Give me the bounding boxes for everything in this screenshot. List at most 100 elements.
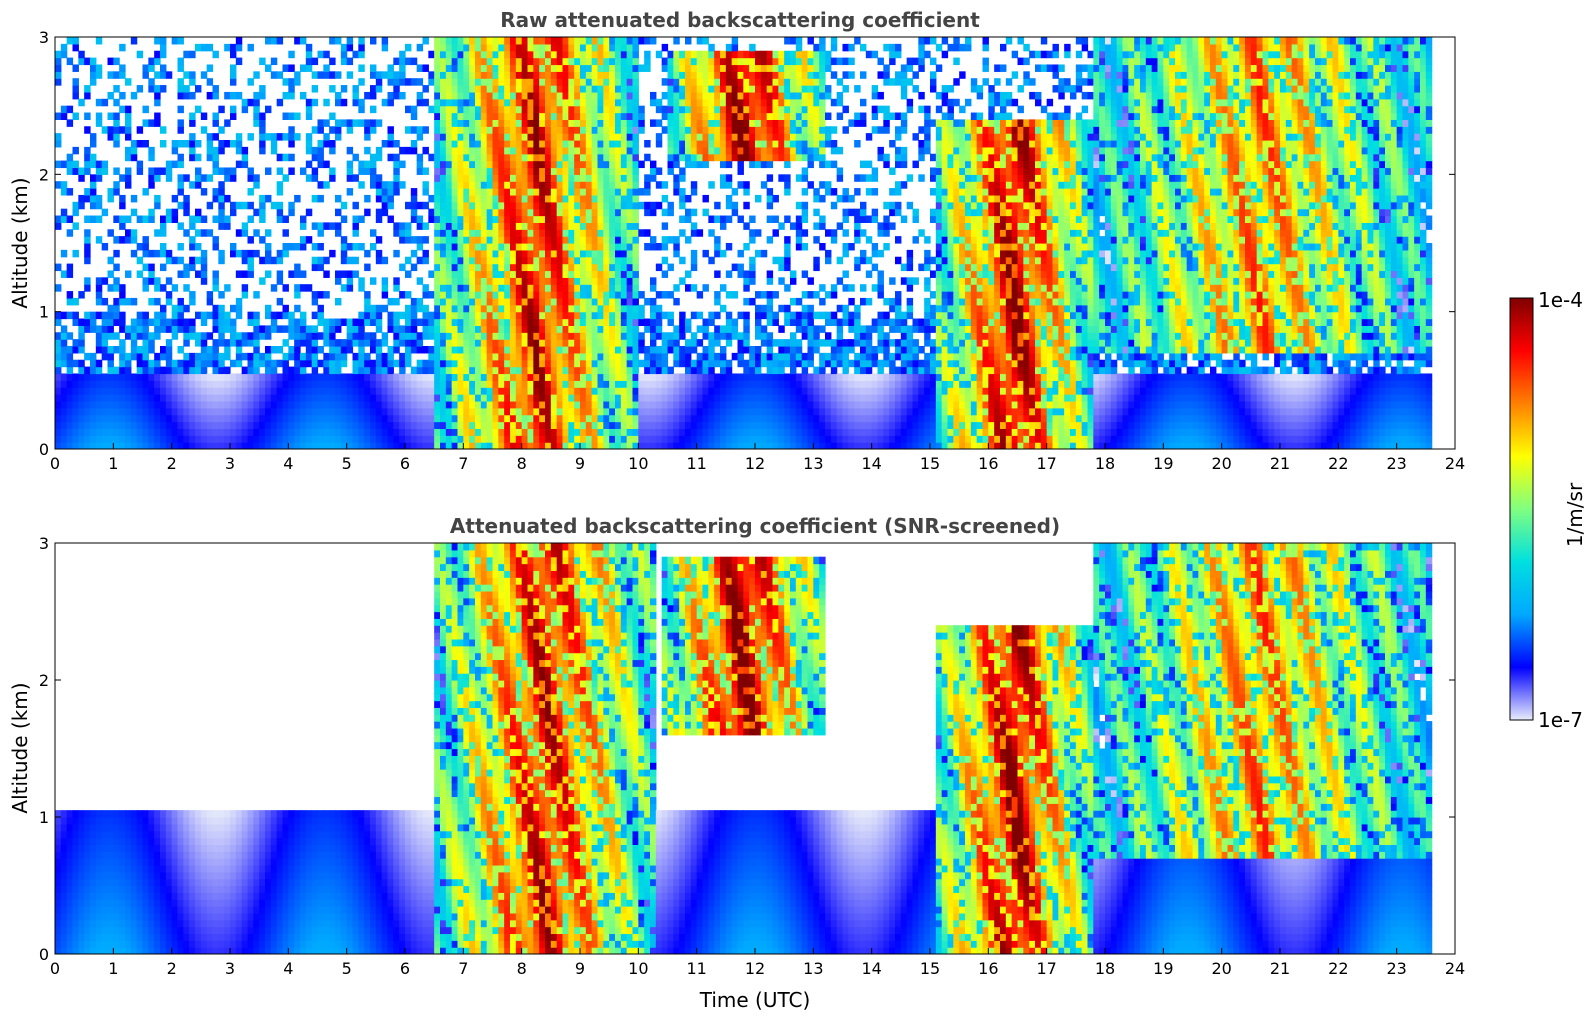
heat-cell <box>510 256 517 265</box>
heat-cell <box>585 387 593 395</box>
heat-cell <box>469 291 476 299</box>
heat-cell <box>696 442 704 449</box>
heat-cell <box>550 188 558 196</box>
heat-cell <box>370 174 377 182</box>
heat-cell <box>95 373 103 381</box>
heat-cell <box>498 421 505 429</box>
heat-cell <box>486 57 494 66</box>
heat-cell <box>340 373 348 381</box>
heat-cell <box>200 112 208 120</box>
heat-cell <box>749 133 756 141</box>
heat-cell <box>469 366 476 375</box>
heat-cell <box>568 352 575 361</box>
heat-cell <box>119 174 126 182</box>
heat-cell <box>445 105 453 114</box>
heat-cell <box>463 332 470 340</box>
heat-cell <box>370 400 377 409</box>
heat-cell <box>720 222 727 230</box>
heat-cell <box>545 400 552 409</box>
heat-cell <box>615 215 622 223</box>
heat-cell <box>475 167 482 175</box>
heat-cell <box>440 71 447 79</box>
heat-cell <box>95 407 103 416</box>
heat-cell <box>66 229 74 237</box>
heat-cell <box>533 188 540 196</box>
heat-cell <box>480 57 488 66</box>
heat-cell <box>165 339 173 347</box>
heat-cell <box>510 284 517 292</box>
heat-cell <box>381 98 389 107</box>
heat-cell <box>603 243 610 251</box>
heat-cell <box>597 201 604 210</box>
heat-cell <box>154 380 161 388</box>
heat-cell <box>387 435 394 443</box>
heat-cell <box>294 387 301 395</box>
heat-cell <box>545 43 552 52</box>
heat-cell <box>66 421 74 429</box>
heat-cell <box>265 352 272 361</box>
heat-cell <box>632 119 639 127</box>
heat-cell <box>498 332 505 340</box>
heat-cell <box>323 394 330 402</box>
heat-cell <box>539 414 546 423</box>
heat-cell <box>177 201 184 210</box>
heat-cell <box>609 442 616 449</box>
heat-cell <box>737 421 744 429</box>
heat-cell <box>200 71 208 79</box>
heat-cell <box>731 140 739 148</box>
heat-cell <box>696 153 704 162</box>
heat-cell <box>515 414 523 423</box>
heat-cell <box>148 64 155 72</box>
heat-cell <box>393 380 400 388</box>
heat-cell <box>603 387 610 395</box>
heat-cell <box>154 71 161 79</box>
heat-cell <box>358 421 365 429</box>
heat-cell <box>300 332 307 340</box>
heat-cell <box>55 263 62 272</box>
heat-cell <box>708 91 715 100</box>
heat-cell <box>533 407 540 416</box>
heat-cell <box>731 428 739 436</box>
heat-cell <box>445 435 453 443</box>
heat-cell <box>183 352 190 361</box>
heat-cell <box>107 435 114 443</box>
heat-cell <box>661 236 669 244</box>
heat-cell <box>568 421 575 429</box>
heat-cell <box>329 346 336 354</box>
heat-cell <box>440 277 447 285</box>
heat-cell <box>393 249 400 258</box>
heat-cell <box>597 366 604 375</box>
heat-cell <box>521 297 529 306</box>
heat-cell <box>702 64 709 72</box>
heat-cell <box>469 387 476 395</box>
heat-cell <box>632 284 639 292</box>
heat-cell <box>177 243 184 251</box>
heat-cell <box>375 387 383 395</box>
heat-cell <box>142 71 149 79</box>
heat-cell <box>504 236 511 244</box>
heat-cell <box>725 311 733 320</box>
heat-cell <box>387 153 394 162</box>
heat-cell <box>224 318 231 326</box>
heat-cell <box>574 112 581 120</box>
heat-cell <box>585 105 593 114</box>
heat-cell <box>679 414 686 423</box>
heat-cell <box>609 133 616 141</box>
heat-cell <box>148 339 155 347</box>
heat-cell <box>527 373 534 381</box>
heat-cell <box>125 153 132 162</box>
heat-cell <box>591 50 599 59</box>
heat-cell <box>580 126 587 134</box>
heat-cell <box>638 126 645 134</box>
heat-cell <box>422 387 429 395</box>
heat-cell <box>498 181 505 189</box>
heat-cell <box>463 435 470 443</box>
heat-cell <box>119 105 126 114</box>
heat-cell <box>632 291 639 299</box>
heat-cell <box>615 380 622 388</box>
heat-cell <box>679 64 686 72</box>
heat-cell <box>504 284 511 292</box>
heat-cell <box>422 366 429 375</box>
heat-cell <box>148 119 155 127</box>
heat-cell <box>690 311 698 320</box>
